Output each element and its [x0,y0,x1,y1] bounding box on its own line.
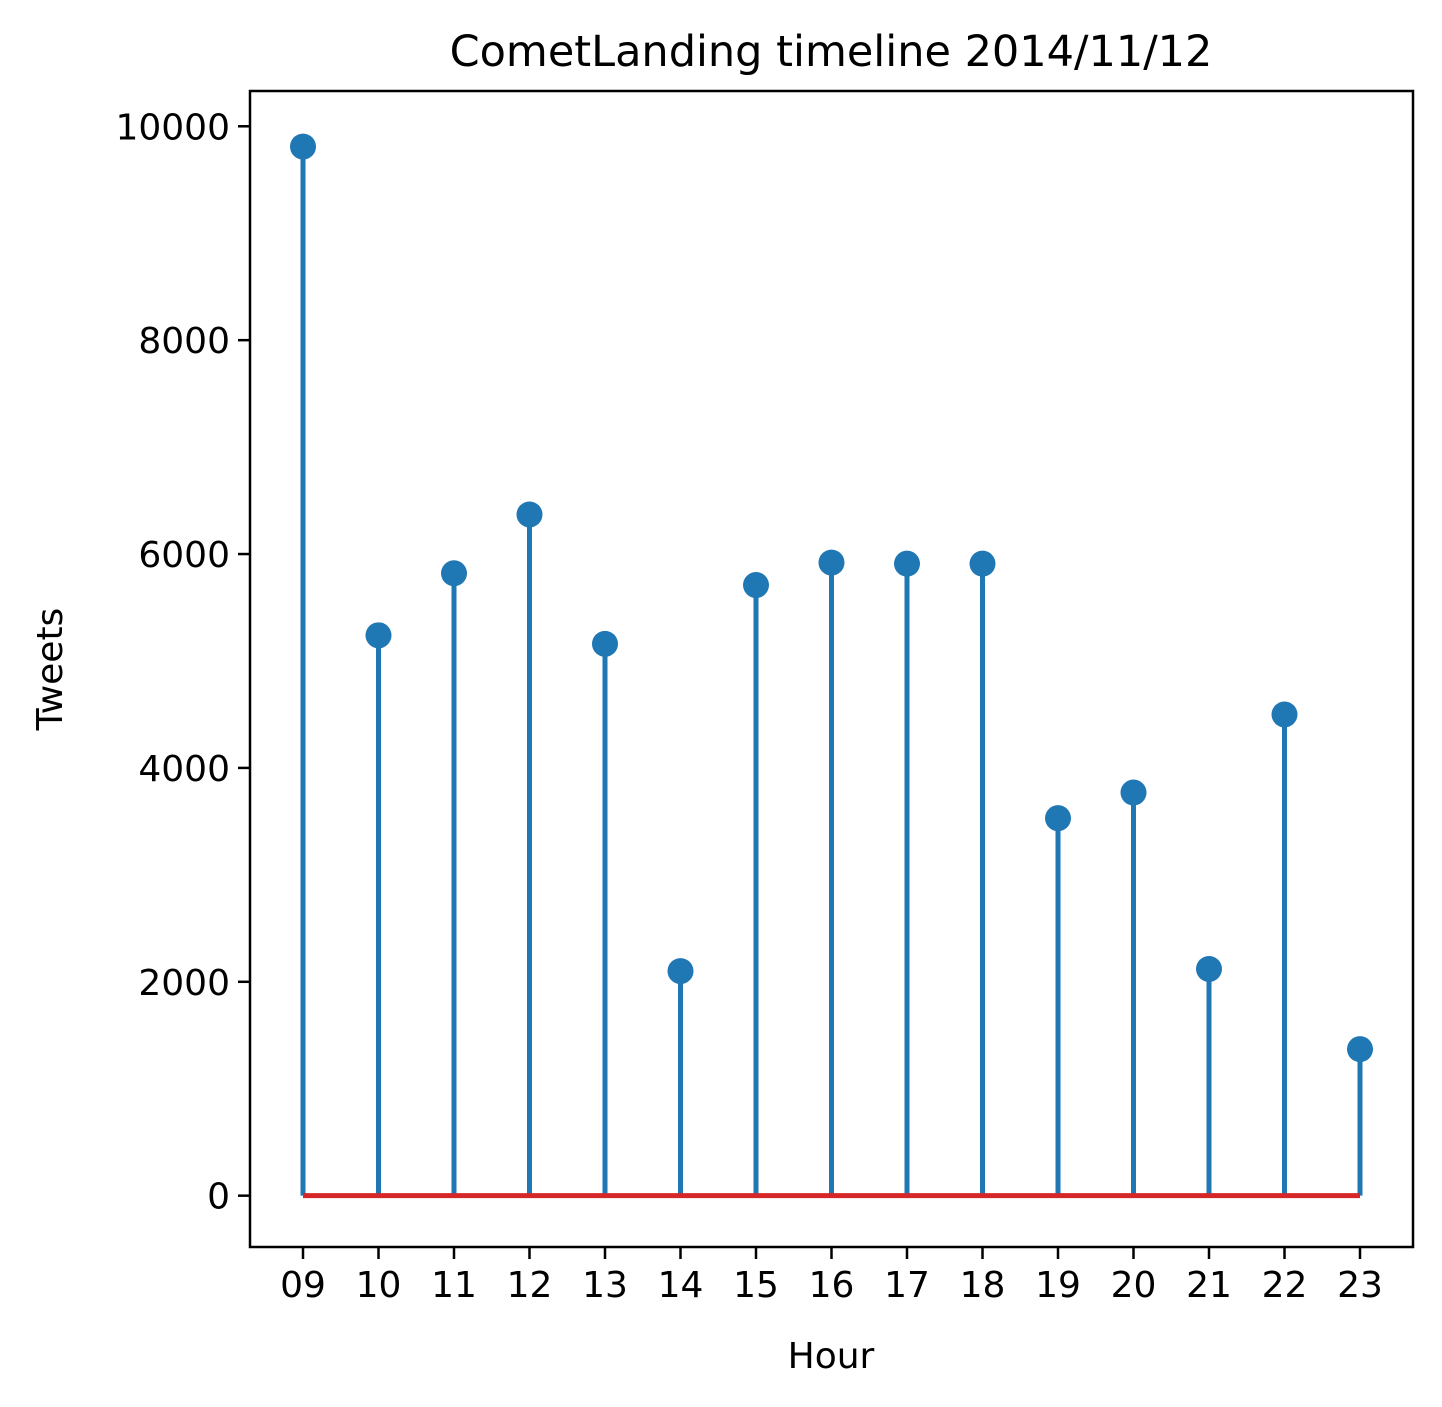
x-axis: 09 10 11 12 13 14 15 16 17 18 19 20 21 22 23 [280,1247,1383,1306]
x-tick-label: 19 [1035,1265,1081,1306]
x-tick-label: 16 [809,1265,855,1306]
stem-marker [667,958,694,985]
stem-marker [818,549,845,576]
x-tick-label: 22 [1262,1265,1308,1306]
y-tick-label: 0 [207,1177,230,1218]
stem-marker [516,501,543,528]
chart-title: CometLanding timeline 2014/11/12 [450,27,1213,77]
stem-marker [365,622,392,649]
y-axis-title: Tweets [30,608,71,732]
y-tick-label: 8000 [138,321,230,362]
markers-layer [290,133,1373,1063]
y-tick-label: 4000 [138,749,230,790]
stem-marker [290,133,316,160]
stems-layer [300,146,1363,1196]
stem-marker [743,572,769,599]
x-tick-label: 15 [733,1265,779,1306]
x-tick-label: 10 [356,1265,402,1306]
stem-marker [1347,1036,1373,1063]
stem-marker [894,550,920,577]
x-tick-label: 09 [280,1265,326,1306]
stem-marker [1120,779,1147,806]
stem-marker [1271,701,1298,728]
stem-marker [969,550,996,577]
x-tick-label: 12 [507,1265,553,1306]
x-tick-label: 13 [582,1265,628,1306]
stem-marker [441,560,467,587]
stem-marker [592,630,618,657]
x-tick-label: 23 [1337,1265,1383,1306]
x-tick-label: 21 [1186,1265,1232,1306]
x-tick-label: 14 [658,1265,704,1306]
x-tick-label: 17 [884,1265,930,1306]
y-axis: 0 2000 4000 6000 8000 10000 [115,107,250,1218]
stem-marker [1196,955,1222,982]
y-tick-label: 2000 [138,963,230,1004]
y-tick-label: 10000 [115,107,230,148]
x-tick-label: 18 [960,1265,1006,1306]
x-axis-title: Hour [788,1336,875,1377]
x-tick-label: 11 [431,1265,477,1306]
stem-marker [1045,805,1071,832]
y-tick-label: 6000 [138,535,230,576]
x-tick-label: 20 [1111,1265,1157,1306]
